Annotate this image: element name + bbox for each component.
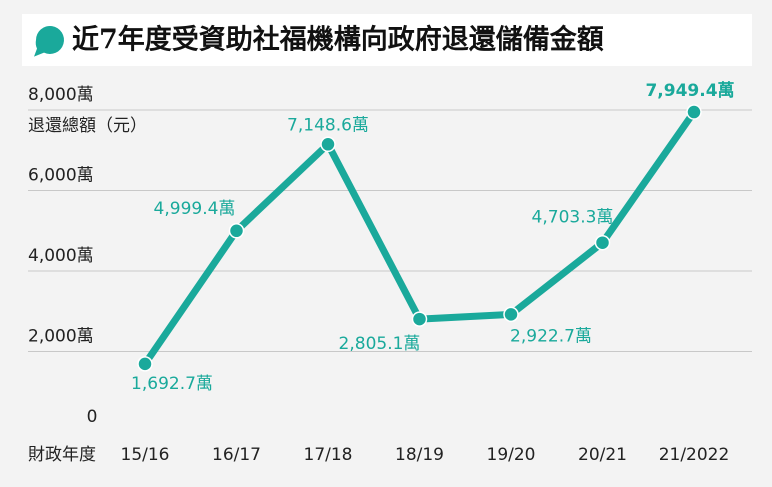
x-tick-label: 18/19 [395,445,444,465]
data-label: 7,148.6萬 [287,115,369,135]
title-box [22,14,752,66]
data-label: 1,692.7萬 [131,374,213,394]
y-tick-label: 0 [87,407,98,427]
y-tick-label: 8,000萬 [28,85,94,105]
x-tick-label: 16/17 [212,445,261,465]
data-point [686,104,702,120]
y-axis-label: 退還總額（元） [28,116,147,136]
x-tick-label: 21/2022 [659,445,730,465]
data-point [503,306,519,323]
data-label: 4,703.3萬 [532,208,614,228]
data-point [320,136,336,153]
data-point [594,234,611,251]
y-tick-label: 2,000萬 [28,327,94,347]
x-tick-label: 19/20 [487,445,536,465]
chart-title: 近7年度受資助社福機構向政府退還儲備金額 [72,24,604,56]
data-label: 4,999.4萬 [154,199,236,219]
y-tick-label: 4,000萬 [28,246,94,266]
title-icon [34,25,64,57]
x-tick-label: 20/21 [578,445,627,465]
y-tick-label: 6,000萬 [28,166,94,186]
data-label: 2,922.7萬 [510,326,592,346]
data-label: 7,949.4萬 [645,80,734,101]
x-tick-label: 15/16 [121,445,170,465]
data-point [137,356,153,372]
x-axis-label: 財政年度 [28,445,96,465]
data-point [411,311,428,327]
data-point [228,223,245,239]
x-tick-label: 17/18 [304,445,353,465]
data-label: 2,805.1萬 [339,334,421,354]
